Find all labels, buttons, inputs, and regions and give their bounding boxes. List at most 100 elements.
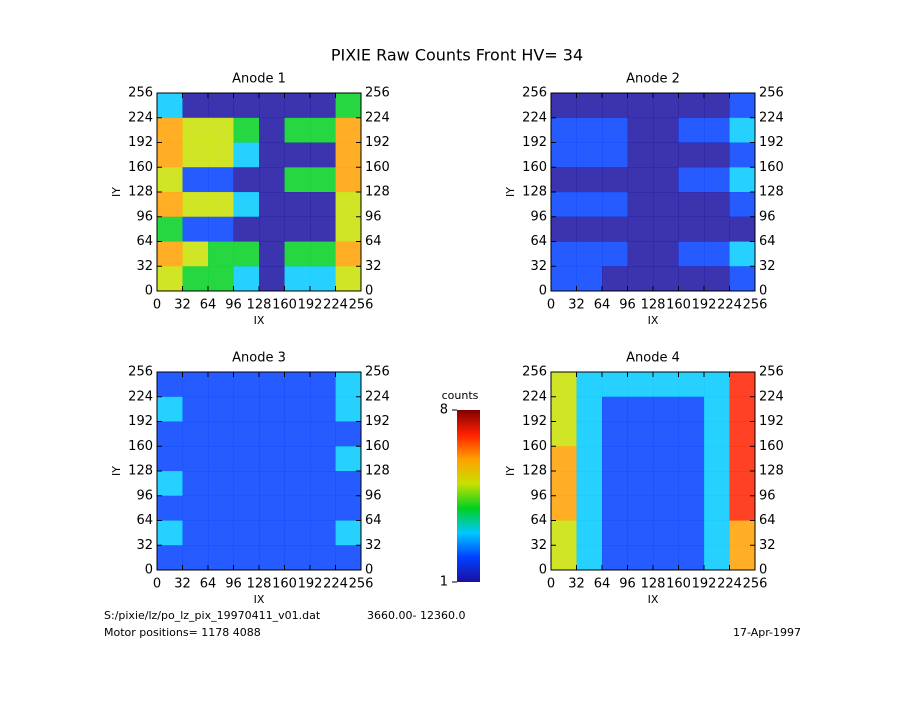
heatmap-cell bbox=[335, 396, 362, 422]
heatmap-cell bbox=[704, 446, 730, 472]
y-tick-label-right: 192 bbox=[759, 414, 784, 429]
heatmap-cell bbox=[704, 520, 730, 546]
heatmap-cell bbox=[576, 421, 603, 447]
heatmap-cell bbox=[208, 372, 234, 398]
heatmap-cell bbox=[551, 396, 577, 422]
x-tick-label: 160 bbox=[272, 577, 297, 592]
heatmap-cell bbox=[678, 421, 705, 447]
heatmap-cell bbox=[208, 142, 234, 168]
x-tick-label: 224 bbox=[717, 577, 742, 592]
heatmap-cell bbox=[259, 396, 285, 422]
heatmap-cell bbox=[678, 117, 705, 143]
heatmap-cell bbox=[233, 471, 260, 497]
heatmap-cell bbox=[259, 372, 285, 398]
x-tick-label: 32 bbox=[568, 298, 585, 313]
y-tick-label-right: 64 bbox=[759, 234, 776, 249]
heatmap-cell bbox=[704, 266, 730, 292]
heatmap-cell bbox=[678, 446, 705, 472]
heatmap-cell bbox=[284, 93, 311, 119]
x-tick-label: 224 bbox=[323, 298, 348, 313]
x-tick-label: 96 bbox=[225, 577, 242, 592]
heatmap-cell bbox=[335, 241, 362, 267]
heatmap-cell bbox=[704, 471, 730, 497]
heatmap-cell bbox=[284, 117, 311, 143]
heatmap-cell bbox=[259, 421, 285, 447]
y-tick-label-right: 64 bbox=[759, 513, 776, 528]
panel-title: Anode 4 bbox=[626, 351, 680, 366]
footer-motor: Motor positions= 1178 4088 bbox=[104, 626, 261, 639]
y-tick-label-right: 192 bbox=[365, 135, 390, 150]
x-tick-label: 192 bbox=[298, 298, 323, 313]
colorbar-tick-label: 8 bbox=[440, 403, 448, 418]
heatmap-cell bbox=[208, 446, 234, 472]
heatmap-cell bbox=[259, 142, 285, 168]
heatmap-cell bbox=[551, 266, 577, 292]
y-tick-label-right: 128 bbox=[759, 185, 784, 200]
heatmap-cell bbox=[729, 396, 756, 422]
x-tick-label: 0 bbox=[153, 298, 161, 313]
heatmap-cell bbox=[551, 241, 577, 267]
heatmap-cell bbox=[551, 471, 577, 497]
heatmap-cell bbox=[678, 520, 705, 546]
heatmap-cell bbox=[310, 241, 336, 267]
heatmap-cell bbox=[576, 266, 603, 292]
panel-title: Anode 1 bbox=[232, 72, 286, 87]
footer-date: 17-Apr-1997 bbox=[733, 626, 801, 639]
heatmap-cell bbox=[602, 117, 628, 143]
y-tick-label: 128 bbox=[128, 185, 153, 200]
x-tick-label: 64 bbox=[594, 577, 611, 592]
heatmap-cell bbox=[182, 495, 209, 521]
y-tick-label-right: 224 bbox=[365, 110, 390, 125]
heatmap-cell bbox=[653, 93, 679, 119]
heatmap-cell bbox=[729, 241, 756, 267]
heatmap-cell bbox=[576, 93, 603, 119]
heatmap-cell bbox=[704, 93, 730, 119]
heatmap-cell bbox=[627, 471, 654, 497]
y-tick-label: 0 bbox=[145, 563, 153, 578]
y-tick-label-right: 0 bbox=[365, 284, 373, 299]
heatmap-cell bbox=[551, 421, 577, 447]
heatmap-cell bbox=[551, 545, 577, 571]
heatmap-cell bbox=[551, 495, 577, 521]
y-tick-label: 256 bbox=[128, 86, 153, 101]
heatmap-cell bbox=[157, 471, 183, 497]
heatmap-cell bbox=[678, 372, 705, 398]
x-tick-label: 160 bbox=[272, 298, 297, 313]
y-tick-label-right: 32 bbox=[365, 259, 382, 274]
heatmap-cell bbox=[653, 545, 679, 571]
y-tick-label-right: 256 bbox=[365, 365, 390, 380]
heatmap-cell bbox=[335, 495, 362, 521]
heatmap-cell bbox=[157, 446, 183, 472]
heatmap-cell bbox=[233, 192, 260, 218]
y-tick-label: 64 bbox=[530, 513, 547, 528]
heatmap-cell bbox=[182, 545, 209, 571]
heatmap-cell bbox=[284, 520, 311, 546]
colorbar-label: counts bbox=[442, 389, 479, 402]
heatmap-cell bbox=[602, 396, 628, 422]
heatmap-cell bbox=[576, 192, 603, 218]
heatmap-cell bbox=[627, 93, 654, 119]
heatmap-cell bbox=[182, 192, 209, 218]
y-tick-label: 0 bbox=[539, 563, 547, 578]
heatmap-cell bbox=[704, 545, 730, 571]
y-tick-label-right: 160 bbox=[365, 160, 390, 175]
heatmap-cell bbox=[310, 93, 336, 119]
heatmap-cell bbox=[653, 192, 679, 218]
heatmap-cell bbox=[182, 372, 209, 398]
heatmap-cell bbox=[627, 142, 654, 168]
heatmap-cell bbox=[233, 142, 260, 168]
x-tick-label: 224 bbox=[717, 298, 742, 313]
heatmap-cell bbox=[157, 216, 183, 242]
y-tick-label-right: 96 bbox=[759, 209, 776, 224]
x-tick-label: 160 bbox=[666, 298, 691, 313]
x-tick-label: 64 bbox=[594, 298, 611, 313]
y-tick-label-right: 224 bbox=[759, 389, 784, 404]
heatmap-cell bbox=[182, 167, 209, 193]
heatmap-cell bbox=[157, 93, 183, 119]
x-axis-label: IX bbox=[254, 314, 265, 327]
y-tick-label: 64 bbox=[136, 234, 153, 249]
heatmap-cell bbox=[678, 216, 705, 242]
x-tick-label: 256 bbox=[349, 298, 374, 313]
y-tick-label: 192 bbox=[128, 135, 153, 150]
